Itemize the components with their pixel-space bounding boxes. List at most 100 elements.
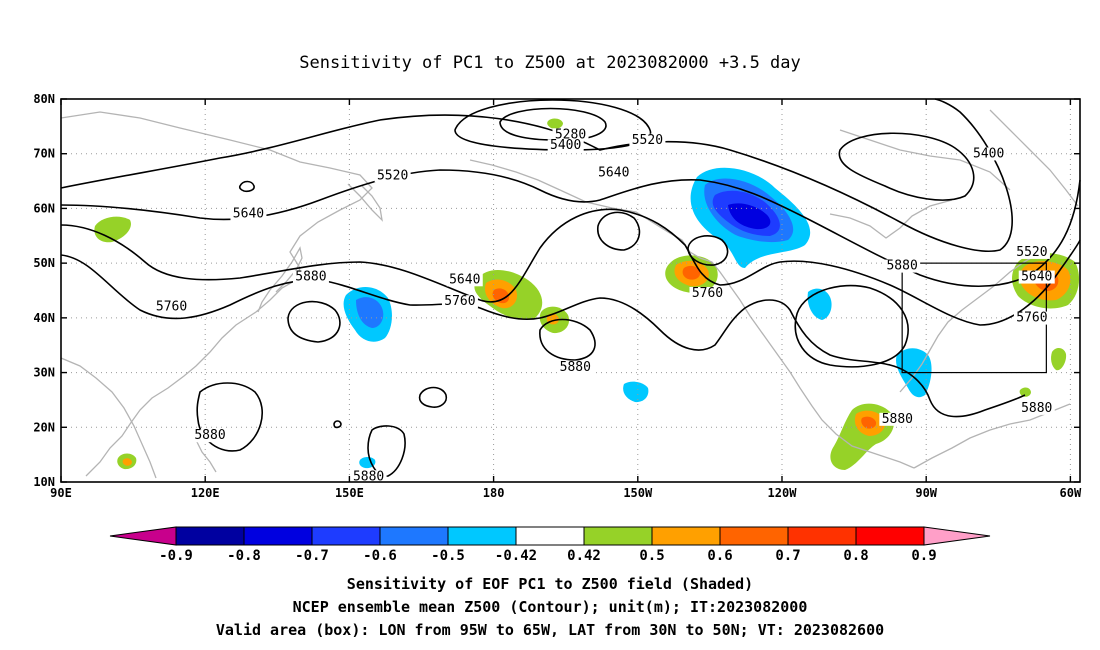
contour-label-bg bbox=[547, 139, 584, 153]
colorbar-swatch bbox=[311, 526, 381, 546]
contour-label-bg bbox=[192, 429, 229, 443]
colorbar-swatch bbox=[719, 526, 789, 546]
shade-negative-subtropical bbox=[623, 381, 649, 403]
shade-positive-north-atlantic bbox=[1051, 348, 1067, 371]
contour-label: 5640 bbox=[449, 272, 480, 287]
contour-label-bg bbox=[629, 133, 666, 147]
colorbar-swatch bbox=[243, 526, 313, 546]
contour-5400-canada bbox=[838, 132, 975, 201]
contour-label: 5760 bbox=[156, 300, 187, 315]
contour-label: 5520 bbox=[632, 133, 663, 148]
contour-small-island bbox=[333, 420, 342, 429]
y-tick-label: 70N bbox=[33, 147, 55, 161]
colorbar-label: 0.8 bbox=[843, 548, 868, 564]
contour-5520 bbox=[60, 98, 1013, 252]
contour-label-bg bbox=[1018, 401, 1055, 415]
z500-contours bbox=[60, 98, 1081, 477]
coastline-indochina bbox=[60, 357, 157, 479]
y-tick-label: 60N bbox=[33, 201, 55, 215]
colorbar-label: -0.5 bbox=[431, 548, 465, 564]
contour-label-bg bbox=[230, 207, 267, 221]
contour-label-bg bbox=[374, 169, 411, 183]
contour-label-bg bbox=[595, 166, 632, 180]
shade-negative-small bbox=[359, 457, 376, 469]
contour-label: 5880 bbox=[194, 428, 225, 443]
x-tick-label: 90E bbox=[50, 486, 72, 500]
contour-5880-east bbox=[794, 284, 909, 368]
coastline-kamchatka bbox=[347, 183, 383, 222]
colorbar-label: -0.7 bbox=[295, 548, 329, 564]
colorbar-swatch bbox=[515, 526, 585, 546]
contour-label: 5880 bbox=[295, 270, 326, 285]
contour-small-low bbox=[238, 180, 255, 193]
contour-label-bg bbox=[1018, 270, 1055, 284]
colorbar-swatch bbox=[787, 526, 857, 546]
colorbar-extend-left bbox=[109, 526, 177, 546]
contour-label-bg bbox=[884, 259, 921, 273]
x-tick-label: 90W bbox=[915, 486, 937, 500]
contour-5880-subtropic bbox=[539, 318, 596, 361]
contour-5280 bbox=[499, 107, 607, 142]
y-tick-label: 80N bbox=[33, 92, 55, 106]
contour-label: 5400 bbox=[550, 138, 581, 153]
colorbar-label: -0.42 bbox=[495, 548, 537, 564]
coastline-japan bbox=[257, 246, 303, 313]
y-tick-label: 40N bbox=[33, 311, 55, 325]
caption-line-3: Valid area (box): LON from 95W to 65W, L… bbox=[216, 621, 884, 639]
x-tick-label: 120W bbox=[768, 486, 798, 500]
contour-label: 5880 bbox=[560, 360, 591, 375]
colorbar-swatch bbox=[379, 526, 449, 546]
shade-negative-north-pacific-core bbox=[356, 297, 384, 328]
shade-positive-caribbean bbox=[1019, 387, 1031, 397]
contour-label-bg bbox=[557, 360, 594, 374]
x-tick-label: 120E bbox=[191, 486, 220, 500]
contour-5520-gulf-alaska bbox=[687, 235, 729, 266]
colorbar-label: -0.6 bbox=[363, 548, 397, 564]
colorbar-label: 0.9 bbox=[911, 548, 936, 564]
contour-label-bg bbox=[879, 412, 916, 426]
coastline-hudson bbox=[829, 199, 953, 239]
colorbar-label: -0.9 bbox=[159, 548, 193, 564]
x-tick-label: 180 bbox=[483, 486, 505, 500]
shade-positive-vietnam-core bbox=[122, 458, 132, 466]
y-axis-ticks: 10N 20N 30N 40N 50N 60N 70N 80N bbox=[33, 92, 1080, 489]
colorbar-swatch bbox=[447, 526, 517, 546]
caption-line-1: Sensitivity of EOF PC1 to Z500 field (Sh… bbox=[347, 575, 753, 593]
contour-label-bg bbox=[441, 295, 478, 309]
x-tick-label: 60W bbox=[1060, 486, 1082, 500]
contour-5640-pacific bbox=[597, 211, 641, 251]
y-tick-label: 30N bbox=[33, 366, 55, 380]
shade-negative-central-us bbox=[807, 288, 832, 320]
shade-positive-dateline-core2 bbox=[492, 288, 510, 304]
contour-label: 5400 bbox=[973, 146, 1004, 161]
shade-positive-gulf-alaska-core2 bbox=[682, 265, 701, 280]
figure-title: Sensitivity of PC1 to Z500 at 2023082000… bbox=[299, 53, 801, 73]
map-frame bbox=[60, 98, 1081, 483]
contour-label: 5640 bbox=[598, 166, 629, 181]
x-axis-ticks: 90E 120E 150E 180 150W 120W 90W 60W bbox=[50, 99, 1082, 500]
contour-5880-low-lat bbox=[367, 425, 406, 477]
x-tick-label: 150W bbox=[623, 486, 653, 500]
coastline-philippines bbox=[195, 439, 217, 473]
colorbar-swatch bbox=[855, 526, 925, 546]
contour-label: 5760 bbox=[444, 294, 475, 309]
contour-label: 5880 bbox=[1021, 401, 1052, 416]
contour-label: 5760 bbox=[692, 286, 723, 301]
coastline-north-america-east bbox=[899, 253, 1039, 393]
contour-label: 5880 bbox=[353, 469, 384, 484]
y-tick-label: 20N bbox=[33, 420, 55, 434]
shade-positive-china bbox=[94, 216, 131, 243]
contour-label-bg bbox=[350, 470, 387, 484]
contour-label-bg bbox=[552, 128, 589, 142]
contour-5880-pacific-small bbox=[418, 386, 448, 408]
contour-label-bg bbox=[446, 273, 483, 287]
colorbar-label: 0.5 bbox=[639, 548, 664, 564]
contour-label: 5880 bbox=[886, 259, 917, 274]
contour-label: 5520 bbox=[1016, 245, 1047, 260]
colorbar-swatch bbox=[583, 526, 653, 546]
coastline-greenland bbox=[989, 109, 1079, 207]
contour-5640 bbox=[60, 169, 1081, 287]
map-background bbox=[61, 99, 1080, 482]
colorbar-label: -0.8 bbox=[227, 548, 261, 564]
